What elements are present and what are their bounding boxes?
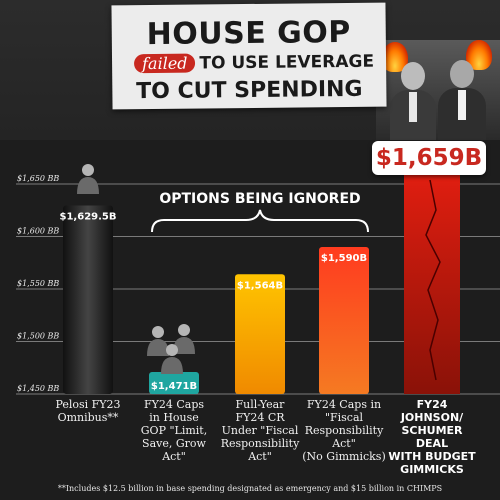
category-label-line: JOHNSON/ — [400, 411, 464, 424]
value-label: $1,629.5B — [60, 212, 117, 223]
category-label-line: FY24 — [416, 398, 448, 411]
leaders-photo — [376, 40, 500, 140]
category-label-line: (No Gimmicks) — [302, 450, 386, 463]
y-tick-label: $1,600 BB — [17, 227, 59, 236]
value-label: $1,590B — [321, 253, 367, 264]
category-label-line: SCHUMER DEAL — [401, 424, 463, 450]
pelosi-photo — [77, 164, 99, 194]
bar — [63, 205, 113, 394]
category-label-line: GIMMICKS — [400, 463, 464, 476]
value-label: $1,471B — [151, 381, 197, 392]
category-label-line: Act" — [332, 437, 356, 450]
y-tick-label: $1,500 BB — [17, 332, 59, 341]
category-label: Full-Year FY24 CR Under "Fiscal Responsibil… — [212, 398, 308, 463]
category-label-line: WITH BUDGET — [388, 450, 476, 463]
category-label-line: Full-Year — [235, 398, 285, 411]
bar-crack — [425, 179, 441, 381]
politician-photo — [161, 344, 183, 374]
category-label-line: Responsibility — [304, 424, 384, 437]
category-label-line: in House — [149, 411, 199, 424]
category-label-line: FY24 CR — [235, 411, 285, 424]
y-tick-label: $1,550 BB — [17, 279, 59, 288]
bar — [319, 247, 369, 394]
politician-left-photo — [390, 62, 436, 140]
category-label: FY24 JOHNSON/SCHUMER DEAL WITH BUDGET GIMMI… — [384, 398, 480, 476]
value-label: $1,564B — [237, 280, 283, 291]
options-label: OPTIONS BEING IGNORED — [159, 191, 361, 207]
category-label: FY24 Caps in House GOP "Limit, Save, Grow Ac… — [126, 398, 222, 463]
category-label-line: Omnibus** — [57, 411, 119, 424]
category-label-line: FY24 Caps in — [306, 398, 382, 411]
category-label: Pelosi FY23 Omnibus** — [40, 398, 136, 424]
politician-photo — [147, 326, 169, 356]
y-tick-label: $1,450 BB — [17, 384, 59, 393]
category-label-line: Act" — [162, 450, 186, 463]
category-label-line: FY24 Caps — [143, 398, 205, 411]
category-label-line: Responsibility — [220, 437, 300, 450]
category-label-line: GOP "Limit, — [140, 424, 208, 437]
bar — [235, 274, 285, 394]
options-brace — [151, 209, 369, 233]
category-label-line: Pelosi FY23 — [55, 398, 121, 411]
category-label-line: Under "Fiscal — [221, 424, 299, 437]
category-label: FY24 Caps in "Fiscal Responsibility Act" (No… — [296, 398, 392, 463]
value-label-background — [150, 378, 198, 393]
category-label-line: Act" — [248, 450, 272, 463]
politician-right-photo — [438, 60, 486, 140]
footnote: **Includes $12.5 billion in base spendin… — [57, 484, 443, 493]
category-label-line: Save, Grow — [142, 437, 206, 450]
category-label-line: "Fiscal — [324, 411, 364, 424]
politician-photo — [173, 324, 195, 354]
highlight-value-badge: $1,659B — [372, 141, 486, 175]
y-tick-label: $1,650 BB — [17, 174, 59, 183]
